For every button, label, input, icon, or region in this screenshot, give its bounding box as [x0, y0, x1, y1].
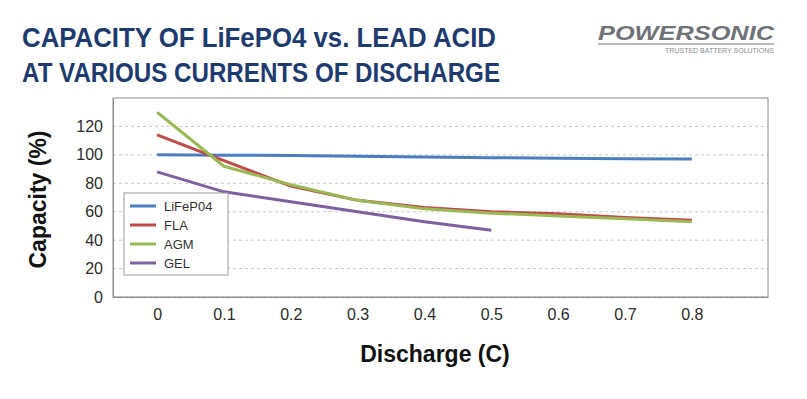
- legend-swatch: [130, 262, 156, 265]
- grid-line: [113, 183, 768, 184]
- logo-tagline: TRUSTED BATTERY SOLUTIONS: [665, 47, 774, 54]
- title-line: CAPACITY OF LiFePO4 vs. LEAD ACID: [22, 23, 496, 53]
- x-axis-line: [114, 297, 769, 298]
- x-tick: 0.7: [614, 297, 636, 323]
- x-tick: 0: [153, 297, 162, 323]
- y-axis-line: [113, 99, 114, 298]
- title-line: AT VARIOUS CURRENTS OF DISCHARGE: [22, 58, 500, 88]
- x-tick-label: 0.7: [614, 306, 636, 323]
- x-tick: 0.8: [681, 297, 703, 323]
- legend-box: [124, 193, 228, 275]
- y-tick-label: 40: [85, 232, 103, 249]
- legend: LiFeP04 FLA AGM GEL: [124, 193, 228, 275]
- y-tick-label: 120: [76, 118, 103, 135]
- legend-label: LiFeP04: [164, 199, 212, 214]
- y-tick-label: 80: [85, 175, 103, 192]
- x-tick-label: 0.2: [280, 306, 302, 323]
- x-axis: 0 0.1 0.2 0.3 0.4 0.5 0.6 0.7 0.8: [114, 297, 769, 323]
- y-axis: 0 20 40 60 80 100 120: [76, 99, 113, 306]
- x-tick-label: 0.4: [414, 306, 436, 323]
- x-tick: 0.6: [548, 297, 570, 323]
- plot-frame: [113, 98, 768, 297]
- x-tick: 0.4: [414, 297, 436, 323]
- x-tick: 0.2: [280, 297, 302, 323]
- legend-label: GEL: [164, 256, 190, 271]
- legend-swatch: [130, 243, 156, 246]
- x-tick: 0.3: [347, 297, 369, 323]
- series-line: [157, 155, 692, 159]
- y-tick: 120: [76, 118, 113, 135]
- y-tick: 20: [85, 260, 113, 277]
- y-tick: 0: [94, 289, 113, 306]
- y-axis-title: Capacity (%): [25, 130, 51, 268]
- x-tick-label: 0.1: [213, 306, 235, 323]
- y-tick-label: 20: [85, 260, 103, 277]
- x-tick-label: 0: [153, 306, 162, 323]
- grid-line: [113, 126, 768, 127]
- x-tick-label: 0.6: [548, 306, 570, 323]
- x-tick: 0.1: [213, 297, 235, 323]
- legend-swatch: [130, 224, 156, 227]
- logo: POWERSONIC: [598, 22, 775, 44]
- title: CAPACITY OF LiFePO4 vs. LEAD ACID AT VARI…: [22, 23, 500, 88]
- y-tick: 60: [85, 203, 113, 220]
- series-lines: [157, 112, 692, 230]
- y-tick: 100: [76, 146, 113, 163]
- legend-swatch: [130, 205, 156, 208]
- x-axis-title: Discharge (C): [360, 341, 510, 367]
- series-line: [157, 112, 692, 221]
- x-tick-label: 0.3: [347, 306, 369, 323]
- y-tick: 40: [85, 232, 113, 249]
- y-tick: 80: [85, 175, 113, 192]
- legend-label: AGM: [164, 237, 194, 252]
- grid: [113, 126, 768, 297]
- x-tick: 0.5: [481, 297, 503, 323]
- chart: CAPACITY OF LiFePO4 vs. LEAD ACID AT VARI…: [0, 0, 807, 399]
- x-tick-label: 0.5: [481, 306, 503, 323]
- y-tick-label: 100: [76, 146, 103, 163]
- legend-label: FLA: [164, 218, 188, 233]
- y-tick-label: 60: [85, 203, 103, 220]
- x-tick-label: 0.8: [681, 306, 703, 323]
- logo-rule: [598, 44, 774, 45]
- y-tick-label: 0: [94, 289, 103, 306]
